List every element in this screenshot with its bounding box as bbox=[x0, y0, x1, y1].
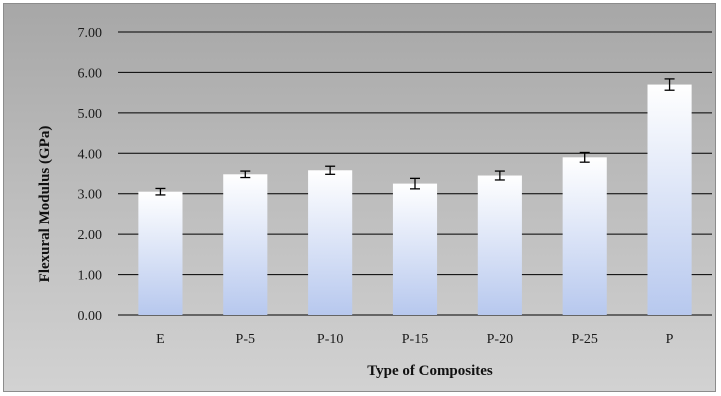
error-bar bbox=[155, 187, 166, 196]
y-tick-label: 0.00 bbox=[78, 309, 103, 324]
x-tick-label: P bbox=[666, 332, 674, 347]
gridlines bbox=[118, 31, 712, 316]
error-bar bbox=[494, 170, 505, 181]
x-tick-label: E bbox=[156, 332, 165, 347]
error-bar bbox=[240, 170, 251, 179]
x-axis-title: Type of Composites bbox=[367, 363, 493, 379]
bar bbox=[138, 191, 183, 315]
x-tick-label: P-5 bbox=[236, 332, 255, 347]
y-tick-label: 7.00 bbox=[78, 26, 103, 41]
y-axis-title: Flexural Modulus (GPa) bbox=[37, 126, 53, 283]
bar bbox=[477, 175, 522, 315]
x-tick-label: P-25 bbox=[571, 332, 597, 347]
error-bar bbox=[664, 78, 675, 91]
y-tick-label: 2.00 bbox=[78, 228, 103, 243]
bar bbox=[223, 174, 268, 315]
x-tick-label: P-15 bbox=[402, 332, 428, 347]
bar bbox=[562, 157, 607, 315]
y-tick-label: 3.00 bbox=[78, 188, 103, 203]
y-tick-label: 6.00 bbox=[78, 66, 103, 81]
bar bbox=[392, 183, 438, 315]
y-tick-label: 1.00 bbox=[78, 269, 103, 284]
bar bbox=[647, 84, 692, 315]
bar bbox=[308, 170, 353, 315]
error-bar bbox=[325, 165, 336, 175]
x-axis-ticks: E P-5 P-10 P-15 P-20 P-25 P bbox=[156, 332, 674, 347]
bars bbox=[138, 84, 692, 315]
error-bar bbox=[579, 151, 590, 163]
x-tick-label: P-10 bbox=[317, 332, 343, 347]
y-tick-label: 5.00 bbox=[78, 107, 103, 122]
y-axis-ticks: 0.00 1.00 2.00 3.00 4.00 5.00 6.00 7.00 bbox=[78, 26, 103, 324]
x-tick-label: P-20 bbox=[487, 332, 513, 347]
error-bars bbox=[155, 78, 675, 196]
error-bar bbox=[410, 177, 420, 190]
y-tick-label: 4.00 bbox=[78, 147, 103, 162]
